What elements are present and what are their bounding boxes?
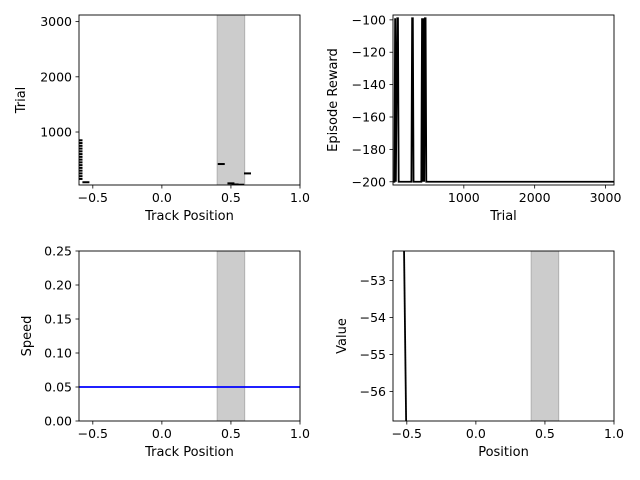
series-line <box>403 251 408 421</box>
y-tick-label: 1000 <box>40 125 72 140</box>
chart-reward-vs-trial: 1000 2000 3000 −200 −180 −160 −140 −120 −100 Tria… <box>326 12 621 224</box>
x-tick-label: 0.5 <box>535 426 555 441</box>
y-tick-label: 0.25 <box>44 244 72 259</box>
y-tick-label: −53 <box>360 273 386 288</box>
y-tick-label: 0.05 <box>44 380 72 395</box>
plot-area <box>79 251 300 421</box>
goal-region <box>216 251 246 421</box>
x-tick-label: 1.0 <box>604 426 624 441</box>
y-tick-label: −200 <box>352 174 386 189</box>
y-tick-label: −56 <box>360 384 386 399</box>
axes-frame <box>78 14 301 186</box>
y-tick-label: 2000 <box>40 69 72 84</box>
plot-area <box>79 15 252 185</box>
y-tick-label: −100 <box>352 12 386 27</box>
y-tick-label: −160 <box>352 110 386 125</box>
y-tick-label: 0.10 <box>44 346 72 361</box>
y-axis-label: Trial <box>14 87 29 115</box>
y-axis-label: Value <box>335 318 350 354</box>
axes-frame <box>78 250 301 422</box>
x-tick-label: 0.0 <box>152 426 172 441</box>
y-tick-label: −180 <box>352 142 386 157</box>
y-tick-label: −55 <box>360 347 386 362</box>
plot-area <box>393 17 614 183</box>
x-tick-label: −0.5 <box>78 426 108 441</box>
goal-region <box>216 15 246 185</box>
x-tick-label: 0.5 <box>221 426 241 441</box>
series-line <box>393 17 614 183</box>
x-tick-label: 1.0 <box>290 426 310 441</box>
y-tick-label: 0.20 <box>44 278 72 293</box>
x-tick-label: −0.5 <box>78 190 108 205</box>
x-tick-label: 3000 <box>590 190 622 205</box>
y-tick-label: 3000 <box>40 14 72 29</box>
y-tick-label: 0.00 <box>44 414 72 429</box>
y-tick-label: −54 <box>360 310 386 325</box>
y-axis-label: Episode Reward <box>326 48 341 152</box>
chart-speed-vs-position: −0.5 0.0 0.5 1.0 0.00 0.05 0.10 0.15 0.20 0.25 Tra… <box>20 244 310 461</box>
y-tick-label: 0.15 <box>44 312 72 327</box>
x-axis-label: Track Position <box>144 445 234 460</box>
x-tick-label: 0.0 <box>152 190 172 205</box>
axes-frame <box>392 250 615 422</box>
x-tick-label: 1000 <box>448 190 480 205</box>
x-tick-label: 2000 <box>519 190 551 205</box>
x-tick-label: 0.0 <box>466 426 486 441</box>
x-tick-label: 0.5 <box>221 190 241 205</box>
x-tick-label: −0.5 <box>392 426 422 441</box>
y-tick-label: −140 <box>352 77 386 92</box>
chart-value-vs-position: −0.5 0.0 0.5 1.0 −56 −55 −54 −53 Position Value <box>335 250 624 460</box>
chart-trial-vs-position: −0.5 0.0 0.5 1.0 1000 2000 3000 Track Position T… <box>14 14 310 224</box>
x-tick-label: 1.0 <box>290 190 310 205</box>
x-axis-label: Trial <box>489 209 517 224</box>
goal-region <box>530 251 560 421</box>
x-axis-label: Position <box>478 445 529 460</box>
axes-frame <box>392 14 615 186</box>
x-axis-label: Track Position <box>144 209 234 224</box>
y-tick-label: −120 <box>352 45 386 60</box>
plot-area <box>403 251 560 421</box>
y-axis-label: Speed <box>20 316 35 357</box>
